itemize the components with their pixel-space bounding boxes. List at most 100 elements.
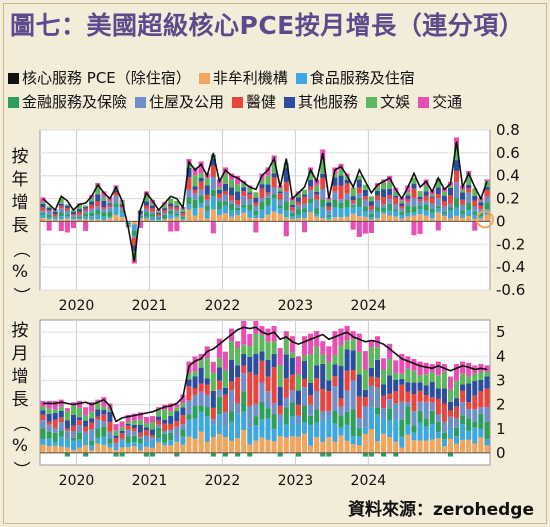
core-pce-line-1 [43, 326, 488, 423]
bar-segment-0-43-5 [301, 194, 308, 197]
bar-segment-1-35-0 [253, 440, 259, 453]
bar-segment-1-11-2 [107, 438, 113, 444]
legend-item-5: 醫健 [232, 90, 276, 114]
bar-segment-1-61-3 [411, 411, 417, 426]
bar-segment-1-56-6 [381, 369, 387, 385]
bar-segment-1-52-4 [356, 396, 362, 419]
y-tick-label-1-0: 5 [496, 323, 506, 341]
bar-segment-0-61-5 [411, 183, 417, 189]
bar-segment-1-39-1 [277, 421, 283, 436]
bar-segment-1-53-0 [362, 433, 368, 453]
bar-segment-0-8-0 [89, 219, 95, 222]
bar-segment-0-19-1 [156, 219, 162, 221]
bar-segment-1-63-7 [423, 362, 429, 375]
bar-segment-1-49-3 [338, 406, 344, 416]
bar-segment-1-20-3 [162, 431, 168, 434]
bar-segment-1-51-0 [350, 444, 356, 453]
bar-segment-1-59-3 [399, 401, 405, 420]
bar-segment-0-30-5 [222, 183, 229, 192]
bar-segment-1-65-2 [435, 421, 441, 433]
bar-segment-0-56-5 [381, 189, 387, 198]
bar-segment-0-61-0 [411, 215, 417, 222]
bar-segment-0-43-7 [301, 221, 308, 233]
bar-segment-1-22-0 [174, 441, 180, 453]
bar-segment-1-28-3 [210, 419, 216, 425]
bar-segment-1-50-2 [344, 411, 350, 425]
bar-segment-0-34-5 [247, 192, 253, 195]
bar-segment-0-55-5 [374, 190, 381, 196]
bar-segment-1-33-3 [241, 373, 247, 392]
bar-segment-1-68-5 [454, 398, 460, 407]
bar-segment-1-13-6 [119, 427, 125, 431]
bar-segment-1-49-1 [338, 427, 344, 436]
bar-segment-0-0-3 [40, 210, 46, 213]
bar-segment-0-0-7 [40, 197, 46, 203]
x-tick-label-0-3: 2023 [278, 298, 314, 314]
bar-segment-1-16-7 [137, 412, 143, 420]
bar-segment-0-55-1 [374, 211, 381, 219]
legend: 核心服務 PCE（除住宿） 非牟利機構 食品服務及住宿金融服務及保險 住屋及公用 醫健 其… [8, 66, 544, 114]
bar-segment-0-6-2 [76, 216, 83, 219]
bar-segment-1-33-2 [241, 391, 247, 412]
bar-segment-1-4-1 [64, 438, 70, 448]
bar-segment-0-2-0 [52, 219, 58, 222]
bar-segment-1-73-0 [484, 445, 490, 453]
bar-segment-0-30-1 [222, 205, 229, 214]
bar-segment-1-73-5 [484, 376, 490, 389]
bar-segment-0-55-0 [374, 218, 381, 222]
bar-segment-1-21-3 [168, 429, 174, 433]
legend-swatch-6 [284, 97, 296, 108]
bar-segment-0-64-3 [429, 203, 435, 209]
bar-segment-1-30-2 [222, 452, 229, 457]
bar-segment-0-13-4 [119, 206, 125, 208]
legend-swatch-4 [135, 97, 147, 108]
bar-segment-0-41-2 [289, 212, 295, 217]
bar-segment-1-68-1 [454, 436, 460, 444]
bar-segment-0-19-2 [156, 217, 162, 220]
bar-segment-0-19-6 [156, 210, 162, 213]
bar-segment-0-40-0 [283, 217, 289, 222]
bar-segment-0-68-6 [454, 146, 460, 161]
legend-label-2: 食品服務及住宿 [309, 69, 415, 87]
x-tick-label-1-0: 2020 [59, 473, 95, 489]
bar-segment-1-43-2 [301, 405, 308, 423]
bar-segment-0-62-1 [417, 209, 423, 215]
bar-segment-1-62-4 [417, 390, 423, 402]
bar-segment-0-63-0 [423, 215, 429, 222]
bar-segment-0-51-4 [350, 200, 356, 204]
bar-segment-1-1-7 [46, 400, 52, 409]
bar-segment-0-51-0 [350, 213, 356, 222]
bar-segment-0-58-1 [393, 211, 399, 217]
bar-segment-0-64-0 [429, 218, 435, 222]
bar-segment-1-56-5 [381, 384, 387, 396]
bar-segment-1-52-7 [356, 333, 362, 352]
bar-segment-1-42-4 [295, 404, 301, 416]
bar-segment-1-67-7 [447, 376, 454, 390]
bar-segment-1-15-2 [131, 435, 137, 443]
bar-segment-1-15-1 [131, 442, 137, 447]
bar-segment-0-21-4 [168, 206, 174, 209]
bar-segment-1-32-2 [235, 452, 241, 457]
bar-segment-1-38-7 [271, 326, 277, 342]
legend-item-8: 交通 [418, 90, 462, 114]
bar-segment-1-26-4 [198, 383, 204, 392]
bar-segment-1-44-1 [308, 424, 314, 446]
bar-segment-1-0-1 [40, 438, 46, 445]
bar-segment-0-20-4 [162, 209, 168, 213]
bar-segment-1-47-2 [326, 452, 332, 457]
bar-segment-0-68-1 [454, 207, 460, 216]
bar-segment-0-6-4 [76, 211, 83, 215]
bar-segment-1-33-0 [241, 429, 247, 453]
bar-segment-0-18-2 [149, 214, 156, 217]
bar-segment-1-43-7 [301, 336, 308, 356]
bar-segment-1-70-3 [466, 409, 472, 419]
bar-segment-1-52-0 [356, 445, 362, 453]
bar-segment-1-35-1 [253, 425, 259, 441]
bar-segment-0-12-3 [113, 195, 119, 204]
bar-segment-1-41-7 [289, 336, 295, 353]
bar-segment-1-46-1 [320, 420, 326, 442]
bar-segment-0-40-1 [283, 210, 289, 218]
bar-segment-1-14-3 [125, 429, 131, 437]
bar-segment-0-0-2 [40, 212, 46, 215]
bar-segment-1-6-5 [76, 417, 83, 421]
